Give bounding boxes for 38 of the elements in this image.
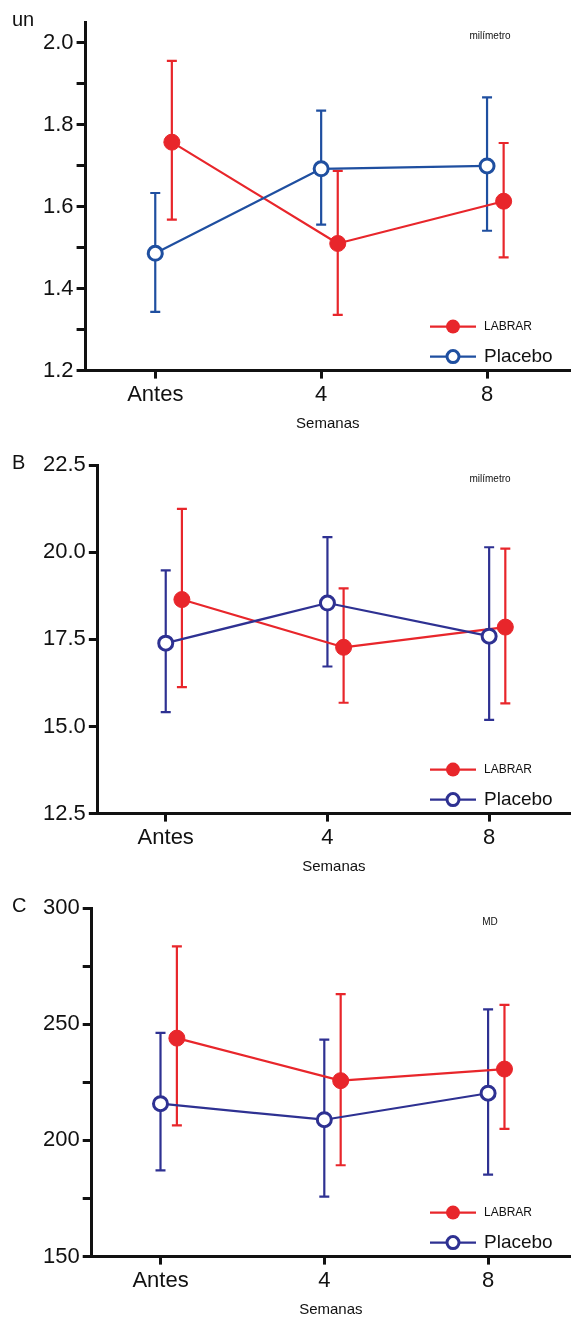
y-tick-label: 300 (42, 894, 80, 920)
x-tick-label: Antes (132, 1266, 189, 1292)
y-tick-label: 200 (42, 1126, 80, 1152)
chart-title: B (12, 450, 26, 473)
x-tick-label: 4 (315, 380, 328, 406)
y-tick-label: 2.0 (42, 28, 74, 54)
y-tick-label: 20.0 (42, 538, 86, 564)
legend-label: LABRAR (484, 318, 533, 333)
x-axis-title: Semanas (296, 414, 360, 432)
x-tick-label: 8 (483, 823, 496, 849)
x-tick-label: 8 (480, 380, 494, 406)
x-axis-title: Semanas (299, 1300, 363, 1318)
x-tick-label: Antes (127, 380, 184, 406)
y-tick-label: 150 (42, 1242, 80, 1268)
legend-label: Placebo (484, 344, 553, 366)
y-tick-label: 17.5 (42, 625, 86, 651)
x-tick-label: 4 (318, 1266, 331, 1292)
y-tick-label: 15.0 (42, 712, 86, 738)
x-axis-title: Semanas (302, 857, 366, 875)
y-tick-label: 1.6 (42, 192, 74, 218)
y-tick-label: 1.4 (42, 274, 74, 300)
y-tick-label: 22.5 (42, 451, 86, 477)
legend-label: Placebo (484, 1230, 553, 1252)
y-tick-label: 12.5 (42, 799, 86, 825)
y-tick-label: 1.2 (42, 356, 74, 382)
legend-label: LABRAR (484, 1204, 533, 1219)
x-tick-label: Antes (137, 823, 194, 849)
x-tick-label: 8 (481, 1266, 495, 1292)
annotation: milímetro (469, 472, 511, 484)
legend-label: LABRAR (484, 761, 533, 776)
y-tick-label: 250 (42, 1010, 80, 1036)
annotation: milímetro (469, 29, 511, 41)
y-tick-label: 1.8 (42, 110, 74, 136)
annotation: MD (482, 915, 498, 927)
chart-title: un (12, 7, 35, 30)
chart-title: C (12, 893, 27, 916)
legend-label: Placebo (484, 787, 553, 809)
x-tick-label: 4 (321, 823, 334, 849)
